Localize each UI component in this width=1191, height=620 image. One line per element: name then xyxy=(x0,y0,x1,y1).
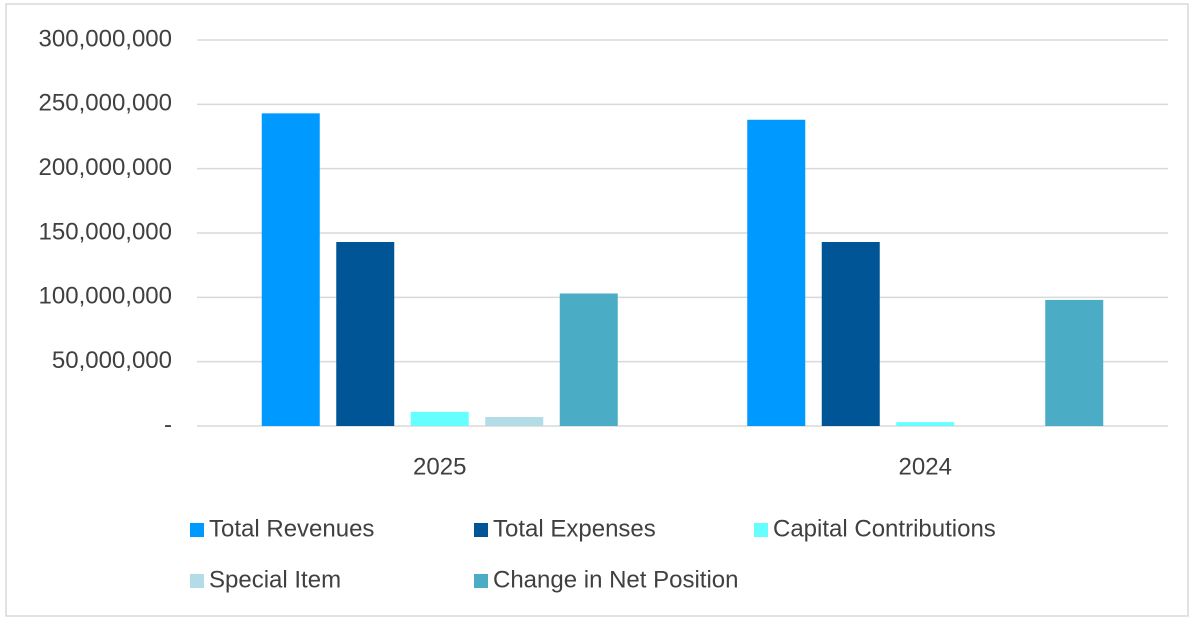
bar xyxy=(485,416,544,426)
y-tick-label: 300,000,000 xyxy=(39,25,172,52)
bar xyxy=(1045,299,1104,426)
legend-swatch xyxy=(190,574,204,588)
legend-swatch xyxy=(754,523,768,537)
y-tick-label: 100,000,000 xyxy=(39,283,172,310)
legend-swatch xyxy=(474,574,488,588)
y-tick-label: 200,000,000 xyxy=(39,154,172,181)
bar xyxy=(336,242,395,426)
legend-swatch xyxy=(190,523,204,537)
legend-swatch xyxy=(474,523,488,537)
x-tick-label: 2025 xyxy=(413,453,466,480)
legend-label: Change in Net Position xyxy=(493,566,738,593)
y-tick-label: - xyxy=(164,411,172,438)
bar xyxy=(559,293,618,426)
legend-label: Special Item xyxy=(209,566,341,593)
bar xyxy=(410,411,469,426)
y-tick-label: 50,000,000 xyxy=(52,347,172,374)
bar xyxy=(261,113,320,426)
legend-label: Total Expenses xyxy=(493,515,656,542)
y-tick-label: 250,000,000 xyxy=(39,90,172,117)
bar xyxy=(747,119,806,427)
bar xyxy=(896,422,955,426)
legend-label: Total Revenues xyxy=(209,515,374,542)
legend-label: Capital Contributions xyxy=(773,515,996,542)
y-tick-label: 150,000,000 xyxy=(39,218,172,245)
bar xyxy=(821,242,880,426)
x-tick-label: 2024 xyxy=(899,453,952,480)
